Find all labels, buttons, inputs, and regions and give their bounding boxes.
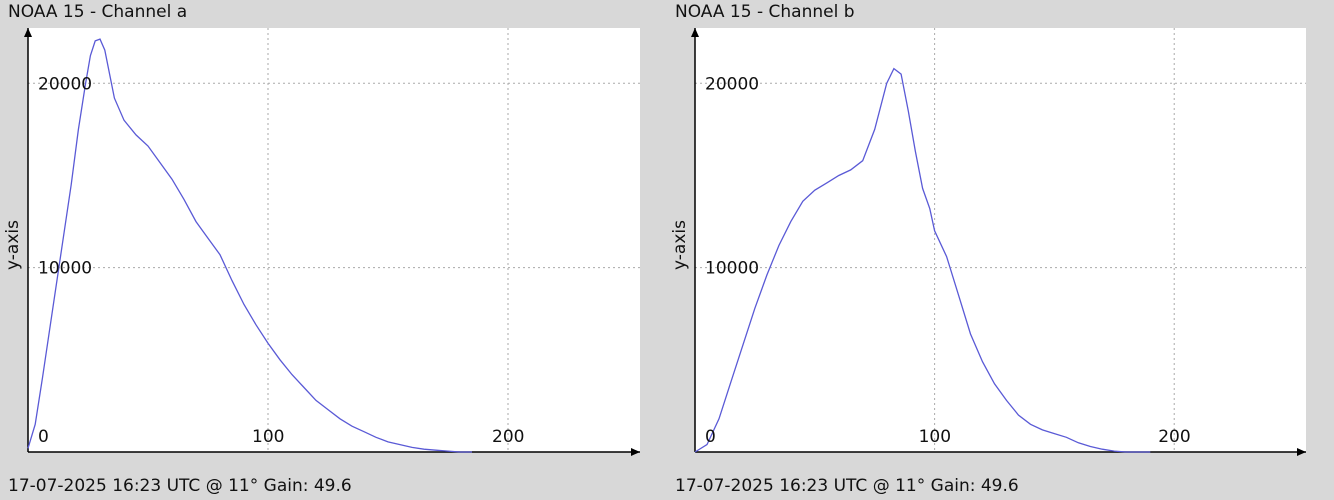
- y-axis-arrow: [691, 28, 699, 37]
- chart-title: NOAA 15 - Channel b: [675, 2, 855, 22]
- chart-plot: 0 100 200 10000 20000 y-axis: [3, 28, 640, 456]
- x-tick-label: 0: [38, 427, 49, 447]
- y-tick-label: 20000: [38, 74, 92, 94]
- x-tick-label: 100: [919, 427, 951, 447]
- x-axis-arrow: [631, 448, 640, 456]
- x-tick-label: 100: [252, 427, 284, 447]
- chart-panel-a: NOAA 15 - Channel a 0 100 200 10000 20000 y-a…: [3, 2, 640, 496]
- plot-area: [28, 28, 640, 452]
- y-tick-label: 20000: [705, 74, 759, 94]
- chart-title: NOAA 15 - Channel a: [8, 2, 188, 22]
- y-tick-label: 10000: [705, 259, 759, 279]
- y-axis-label: y-axis: [670, 220, 690, 270]
- chart-plot: 0 100 200 10000 20000 y-axis: [670, 28, 1306, 456]
- x-tick-label: 0: [705, 427, 716, 447]
- x-tick-label: 200: [1158, 427, 1190, 447]
- x-tick-label: 200: [492, 427, 524, 447]
- series-line: [694, 67, 1151, 453]
- x-axis-arrow: [1297, 448, 1306, 456]
- status-footer: 17-07-2025 16:23 UTC @ 11° Gain: 49.6: [675, 476, 1019, 496]
- chart-panel-b: NOAA 15 - Channel b 0 100 200 10000 20000 y-a…: [667, 0, 1334, 500]
- status-footer: 17-07-2025 16:23 UTC @ 11° Gain: 49.6: [8, 476, 352, 496]
- y-axis-arrow: [24, 28, 32, 37]
- y-tick-label: 10000: [38, 259, 92, 279]
- y-axis-label: y-axis: [3, 220, 23, 270]
- plot-area: [695, 28, 1306, 452]
- series-line: [27, 38, 472, 453]
